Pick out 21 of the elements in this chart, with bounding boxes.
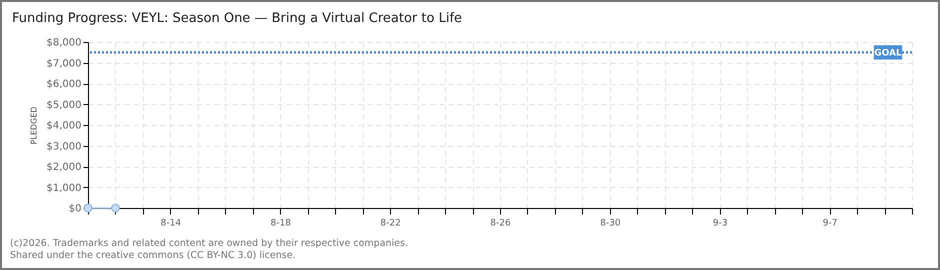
y-tick-label: $8,000 — [46, 38, 82, 48]
x-tick-label: 8-22 — [380, 218, 401, 228]
y-tick-label: $1,000 — [46, 182, 82, 194]
x-tick-label: 9-3 — [712, 218, 728, 228]
x-tick-label: 8-14 — [160, 218, 182, 228]
x-tick-label: 8-18 — [270, 218, 292, 228]
text: Shared under the creative commons (CC BY-NC 3.0) license. — [10, 250, 297, 262]
y-tick-label: $6,000 — [46, 79, 82, 90]
y-tick-label: $5,000 — [46, 100, 82, 111]
ref-line-label: GOAL — [874, 48, 902, 58]
chart-title: Funding Progress: VEYL: Season One — Bring a Virtual Creator to Life — [12, 11, 462, 26]
x-tick-label: 8-26 — [490, 218, 511, 228]
y-tick-label: $4,000 — [46, 120, 82, 132]
y-tick-label: $3,000 — [46, 141, 82, 152]
y-tick-label: $0 — [68, 204, 82, 214]
x-tick-label: 9-7 — [822, 218, 838, 228]
y-axis-title: PLEDGED — [30, 106, 39, 144]
y-tick-label: $2,000 — [46, 162, 82, 173]
y-tick-label: $7,000 — [46, 58, 82, 70]
x-tick-label: 8-30 — [600, 218, 621, 228]
text: (c)2026. Trademarks and related content are owned by their respective companies. — [10, 238, 408, 250]
